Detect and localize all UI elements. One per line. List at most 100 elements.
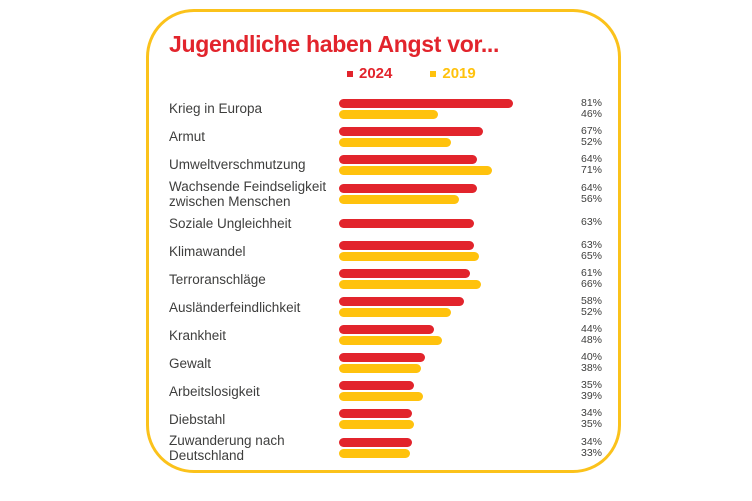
category-label: Armut	[169, 129, 206, 145]
bar-2024	[339, 99, 514, 108]
value-labels: 58% 52%	[566, 295, 606, 319]
bar-chart: Krieg in Europa 81% 46% Armut 67% 52% Umweltve…	[169, 95, 606, 463]
bar-2024	[339, 241, 475, 251]
chart-row: Krieg in Europa 81% 46%	[169, 95, 606, 123]
bar-2019	[339, 420, 415, 430]
bar-group	[339, 409, 537, 430]
value-labels: 67% 52%	[566, 124, 606, 149]
bar-group	[339, 184, 537, 205]
value-2024: 67%	[580, 124, 602, 137]
category-label: Wachsende Feindseligkeit zwischen Mensch…	[169, 179, 327, 210]
value-labels: 61% 66%	[566, 266, 606, 291]
value-2019: 39%	[580, 390, 602, 403]
value-2019: 71%	[580, 164, 602, 176]
chart-row: Diebstahl 34% 35%	[169, 405, 606, 433]
bar-2024	[339, 409, 413, 419]
chart-row: Klimawandel 63% 65%	[169, 237, 606, 265]
bar-2024	[339, 269, 471, 279]
chart-row: Arbeitslosigkeit 35% 39%	[169, 377, 606, 405]
bar-2019	[339, 392, 423, 402]
category-label: Klimawandel	[169, 243, 246, 259]
legend-swatch-2019-icon	[430, 70, 437, 77]
value-2024: 63%	[580, 216, 602, 229]
category-label: Terroranschläge	[169, 271, 266, 287]
legend-swatch-2024-icon	[347, 70, 353, 77]
bar-2024	[339, 127, 484, 136]
bar-2019	[339, 195, 460, 205]
value-labels: 63% 65%	[566, 238, 606, 263]
bar-2024	[339, 297, 464, 307]
bar-2019	[339, 336, 443, 346]
legend-item-2024: 2024	[347, 65, 392, 82]
chart-row: Zuwanderung nach Deutschland 34% 33%	[169, 433, 606, 463]
value-2019: 48%	[580, 334, 602, 347]
value-2024: 64%	[580, 181, 602, 194]
bar-group	[339, 381, 537, 402]
category-label: Diebstahl	[169, 411, 226, 427]
value-2024: 61%	[580, 266, 602, 279]
bar-2019	[339, 449, 410, 459]
value-2019: 52%	[580, 136, 602, 148]
bar-2024	[339, 218, 475, 228]
value-labels: 63%	[566, 217, 606, 229]
category-label: Soziale Ungleichheit	[169, 215, 292, 231]
category-label: Arbeitslosigkeit	[169, 383, 260, 399]
value-2019: 35%	[580, 418, 602, 431]
category-label: Krankheit	[169, 327, 227, 343]
bar-2024	[339, 325, 434, 335]
bar-2024	[339, 155, 477, 164]
value-2024: 64%	[580, 152, 602, 165]
value-labels: 34% 33%	[566, 435, 606, 460]
bar-2019	[339, 364, 421, 374]
bar-group	[339, 155, 537, 175]
chart-row: Umweltverschmutzung 64% 71%	[169, 151, 606, 179]
value-2019: 33%	[580, 447, 602, 460]
bar-2024	[339, 353, 425, 363]
bar-2019	[339, 308, 451, 318]
value-labels: 35% 39%	[566, 378, 606, 403]
value-2024: 35%	[580, 378, 602, 391]
bar-group	[339, 241, 537, 262]
bar-group	[339, 297, 537, 318]
value-2024: 44%	[580, 322, 602, 335]
chart-row: Terroranschläge 61% 66%	[169, 265, 606, 293]
value-2019: 65%	[580, 250, 602, 263]
value-2019: 38%	[580, 362, 602, 375]
value-labels: 44% 48%	[566, 322, 606, 347]
category-label: Krieg in Europa	[169, 101, 263, 117]
category-label: Ausländerfeindlichkeit	[169, 299, 301, 315]
bar-2019	[339, 252, 479, 262]
chart-legend: 2024 2019	[347, 65, 606, 82]
chart-row: Ausländerfeindlichkeit 58% 52%	[169, 293, 606, 321]
value-2024: 63%	[580, 238, 602, 251]
category-label: Umweltverschmutzung	[169, 157, 306, 173]
value-2024: 81%	[580, 96, 602, 109]
value-labels: 81% 46%	[566, 96, 606, 121]
bar-group	[339, 269, 537, 290]
value-labels: 64% 71%	[566, 152, 606, 177]
bar-2019	[339, 280, 481, 290]
chart-row: Krankheit 44% 48%	[169, 321, 606, 349]
legend-label-2024: 2024	[359, 65, 393, 82]
bar-group	[339, 127, 537, 147]
category-label: Zuwanderung nach Deutschland	[169, 433, 285, 464]
value-2019: 66%	[580, 278, 602, 291]
value-2024: 40%	[580, 350, 602, 363]
category-label: Gewalt	[169, 355, 212, 371]
bar-2019	[339, 166, 492, 175]
bar-2019	[339, 138, 451, 147]
value-labels: 64% 56%	[566, 181, 606, 206]
chart-row: Wachsende Feindseligkeit zwischen Mensch…	[169, 179, 606, 209]
value-2024: 34%	[580, 435, 602, 448]
chart-row: Soziale Ungleichheit 63%	[169, 209, 606, 237]
chart-card: Jugendliche haben Angst vor... 2024 2019…	[146, 9, 621, 473]
bar-2024	[339, 438, 413, 448]
legend-label-2019: 2019	[442, 65, 476, 82]
value-labels: 40% 38%	[566, 350, 606, 375]
bar-2024	[339, 381, 415, 391]
value-2019: 46%	[580, 108, 602, 120]
bar-group	[339, 353, 537, 374]
value-2019: 52%	[580, 306, 602, 319]
value-labels: 34% 35%	[566, 407, 606, 431]
chart-title: Jugendliche haben Angst vor...	[169, 31, 500, 57]
